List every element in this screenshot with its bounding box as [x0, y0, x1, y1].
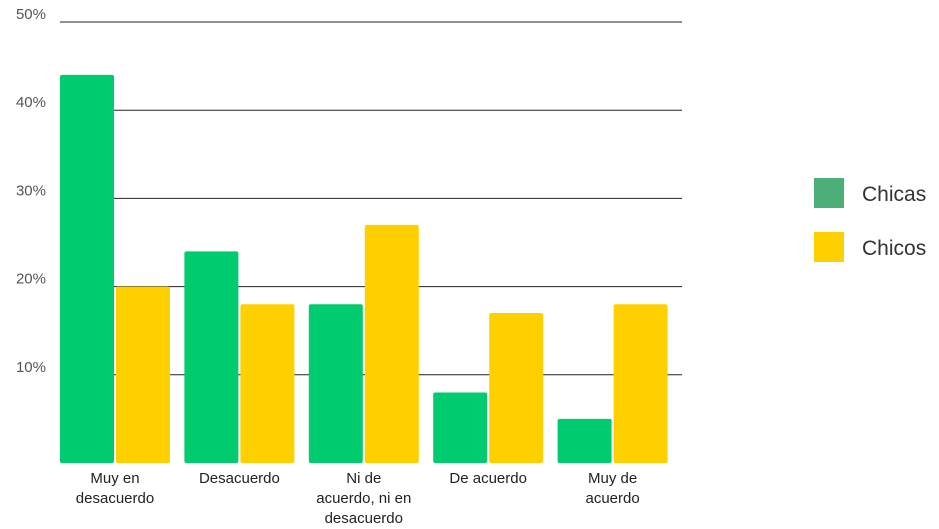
- x-category-label: acuerdo: [585, 490, 639, 507]
- x-category-label: desacuerdo: [325, 510, 403, 527]
- legend-label: Chicas: [862, 183, 926, 206]
- y-tick-label: 30%: [16, 182, 46, 199]
- legend-swatch: [814, 232, 844, 262]
- x-axis-labels: Muy en desacuerdo Desacuerdo Ni de acuerdo, …: [76, 470, 640, 527]
- x-category-label: De acuerdo: [449, 470, 527, 487]
- bars: [60, 74, 668, 464]
- bar-chicas: [433, 392, 488, 463]
- x-category-label: Desacuerdo: [199, 470, 280, 487]
- y-tick-label: 50%: [16, 6, 46, 23]
- x-category-label: Muy de: [588, 470, 637, 487]
- bar-chicos: [364, 224, 419, 463]
- y-tick-label: 40%: [16, 94, 46, 111]
- x-category-label: Ni de: [346, 470, 381, 487]
- x-category-label: acuerdo, ni en: [316, 490, 411, 507]
- bar-chicos: [489, 313, 544, 463]
- y-axis-ticks: 10% 20% 30% 40% 50%: [16, 6, 46, 376]
- bar-chicos: [116, 286, 170, 463]
- x-category-label: Muy en: [90, 470, 139, 487]
- legend: Chicas Chicos: [814, 178, 926, 262]
- bar-chicas: [60, 74, 114, 464]
- x-category-label: desacuerdo: [76, 490, 154, 507]
- bar-chicas: [184, 251, 239, 463]
- legend-label: Chicos: [862, 237, 926, 260]
- bar-chicas: [308, 304, 363, 463]
- legend-swatch: [814, 178, 844, 208]
- bar-chicos: [240, 304, 295, 463]
- bar-chicos: [613, 304, 668, 463]
- y-tick-label: 10%: [16, 359, 46, 376]
- bar-chicas: [557, 418, 612, 463]
- y-tick-label: 20%: [16, 271, 46, 288]
